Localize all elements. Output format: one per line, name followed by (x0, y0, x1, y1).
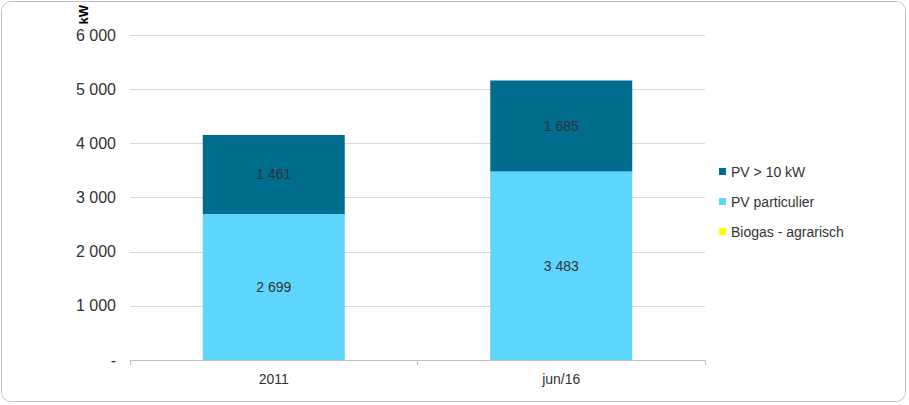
svg-text:3 483: 3 483 (544, 258, 579, 274)
svg-text:kW: kW (76, 4, 91, 24)
svg-text:1 000: 1 000 (76, 297, 116, 314)
svg-text:1 685: 1 685 (544, 118, 579, 134)
svg-text:6 000: 6 000 (76, 27, 116, 44)
svg-text:2 699: 2 699 (256, 279, 291, 295)
svg-text:4 000: 4 000 (76, 135, 116, 152)
svg-text:Biogas - agrarisch: Biogas - agrarisch (731, 224, 844, 240)
svg-text:PV particulier: PV particulier (731, 194, 815, 210)
svg-text:5 000: 5 000 (76, 81, 116, 98)
svg-text:2011: 2011 (259, 371, 289, 387)
svg-text:2 000: 2 000 (76, 243, 116, 260)
svg-text:1 461: 1 461 (256, 166, 291, 182)
svg-text:jun/16: jun/16 (541, 371, 580, 387)
svg-text:PV > 10 kW: PV > 10 kW (731, 164, 806, 180)
svg-text:3 000: 3 000 (76, 189, 116, 206)
svg-text:-: - (111, 352, 116, 369)
